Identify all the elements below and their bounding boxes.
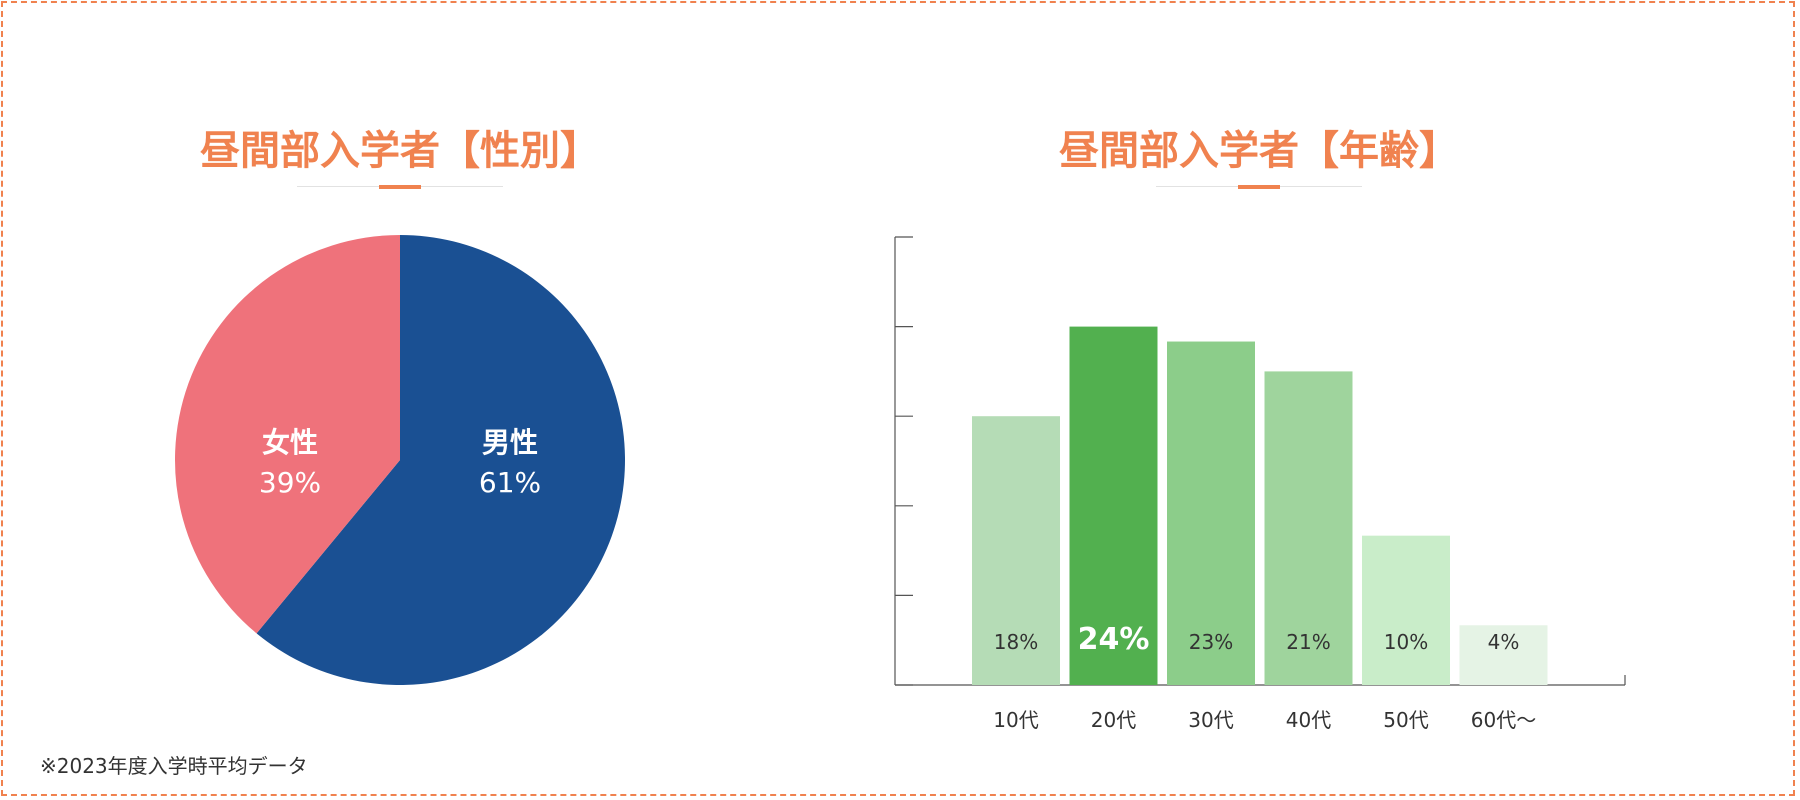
bar-category-label-1: 20代 bbox=[1091, 708, 1136, 732]
bar-value-label-2: 23% bbox=[1189, 630, 1233, 654]
gender-pie-chart: 男性 61% 女性 39% bbox=[175, 235, 626, 685]
pie-chart-title: 昼間部入学者【性別】 bbox=[200, 128, 600, 174]
pie-slice-1 bbox=[175, 235, 400, 634]
bar-5 bbox=[1459, 625, 1548, 685]
bar-2 bbox=[1167, 341, 1255, 685]
bar-4 bbox=[1362, 535, 1450, 685]
bar-value-label-5: 4% bbox=[1488, 630, 1520, 654]
bar-value-label-1: 24% bbox=[1078, 622, 1150, 657]
pie-slice-label-0: 男性 bbox=[482, 426, 538, 459]
data-source-note: ※2023年度入学時平均データ bbox=[40, 754, 308, 778]
bar-0 bbox=[972, 416, 1060, 685]
pie-slice-value-0: 61% bbox=[479, 466, 541, 499]
bar-chart-title: 昼間部入学者【年齢】 bbox=[1059, 128, 1459, 174]
bar-title-accent bbox=[1238, 185, 1280, 189]
bar-value-label-0: 18% bbox=[994, 630, 1038, 654]
bar-category-label-3: 40代 bbox=[1286, 708, 1331, 732]
pie-slice-0 bbox=[256, 235, 626, 685]
bar-category-label-5: 60代〜 bbox=[1471, 708, 1536, 732]
pie-slice-label-1: 女性 bbox=[262, 426, 318, 459]
bar-category-label-2: 30代 bbox=[1188, 708, 1233, 732]
age-bar-chart: 18% 24% 23% 21% 10% 4% 10代 20代 30代 40代 50代 60代〜 bbox=[894, 236, 1626, 732]
pie-title-accent bbox=[379, 185, 421, 189]
bar-1 bbox=[1069, 326, 1158, 685]
bar-category-label-4: 50代 bbox=[1383, 708, 1428, 732]
pie-slice-value-1: 39% bbox=[259, 466, 321, 499]
bar-value-label-4: 10% bbox=[1384, 630, 1428, 654]
bar-value-label-3: 21% bbox=[1286, 630, 1330, 654]
bar-3 bbox=[1264, 371, 1353, 685]
bar-category-label-0: 10代 bbox=[993, 708, 1038, 732]
